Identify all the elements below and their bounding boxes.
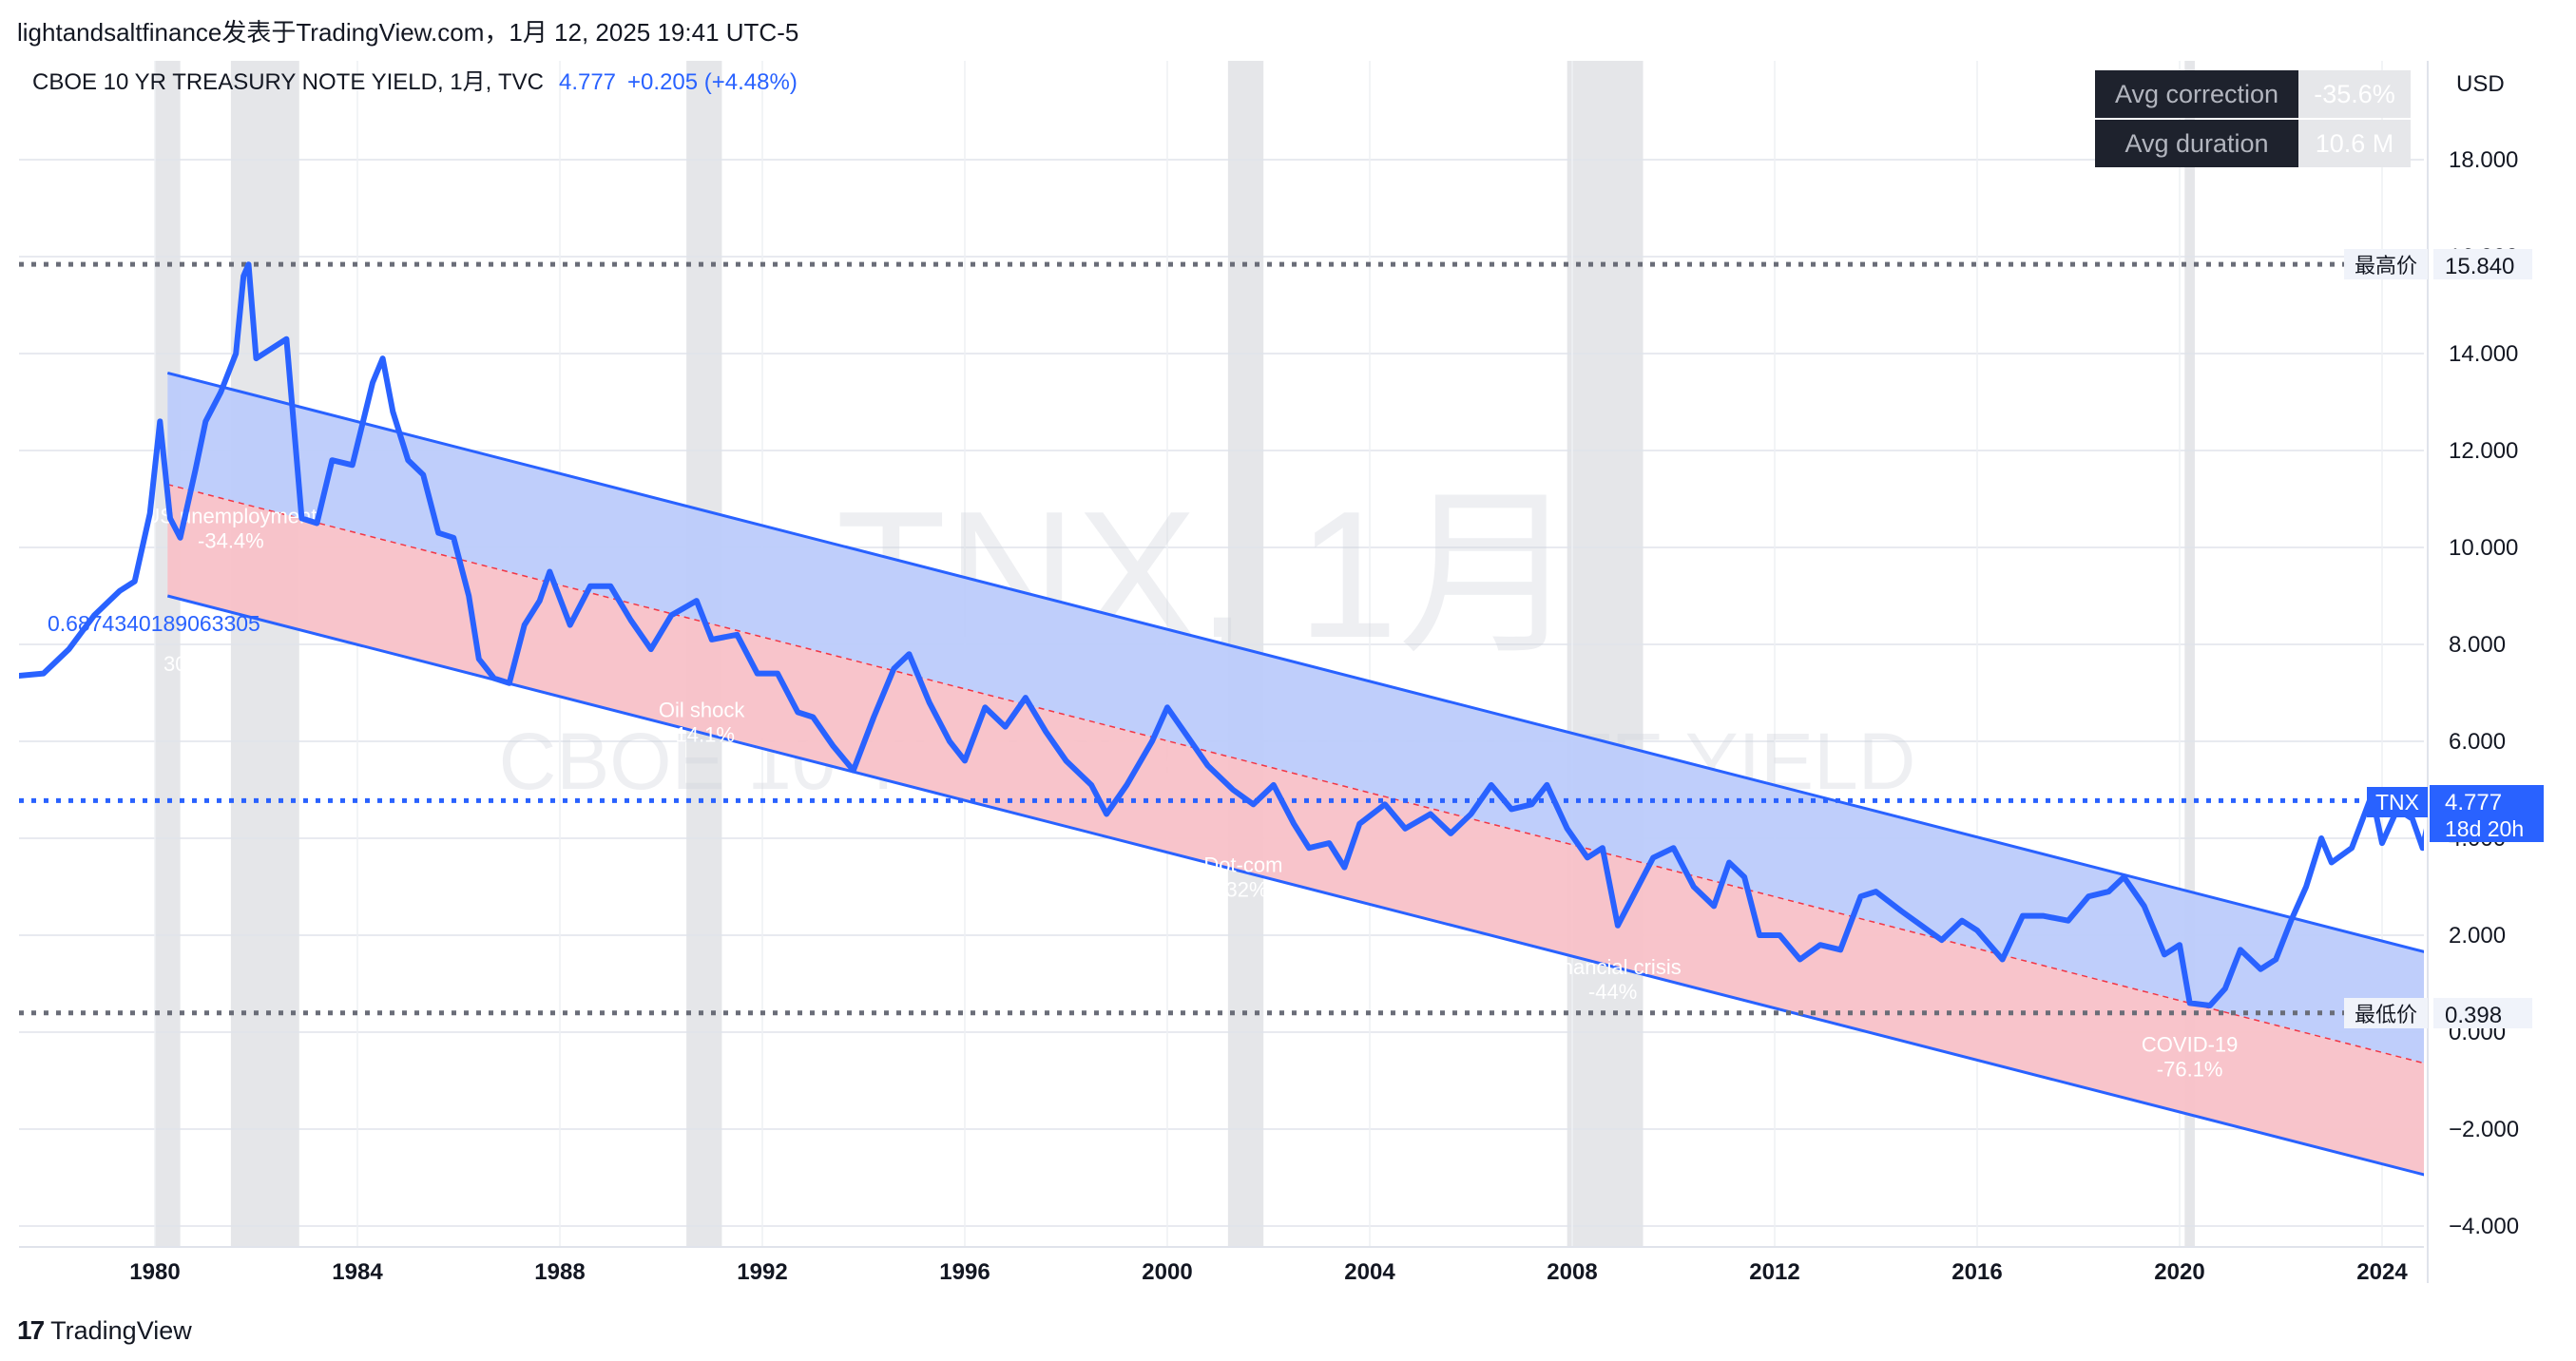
countdown-text: 18d 20h [2445, 816, 2524, 841]
recession-name-4: COVID-19 [2142, 1032, 2238, 1056]
horizontal-levels [19, 261, 2367, 1016]
stray-value-sub: 30 [163, 652, 186, 676]
recession-band-4 [1567, 61, 1644, 1247]
published-note: lightandsaltfinance发表于TradingView.com，1月… [17, 18, 799, 47]
legend: CBOE 10 YR TREASURY NOTE YIELD, 1月, TVC 4… [32, 69, 798, 95]
svg-text:CBOE 10 YR TREASURY NOTE YIELD: CBOE 10 YR TREASURY NOTE YIELD, 1月, TVC 4… [32, 69, 798, 95]
avg-correction-value: -35.6% [2314, 80, 2395, 108]
recession-band-1 [230, 61, 299, 1247]
channel-upper-fill [167, 373, 2424, 1064]
recession-pct-0: -34.4% [198, 529, 264, 553]
y-axis[interactable]: −4.000−2.0000.0002.0004.0006.0008.00010.… [2449, 147, 2519, 1239]
footer-brand[interactable]: 17 TradingView [17, 1315, 192, 1346]
channel-upper-line[interactable] [166, 371, 2435, 954]
x-tick-label: 1980 [129, 1259, 180, 1285]
legend-last: 4.777 [559, 69, 616, 95]
recession-pct-4: -76.1% [2157, 1057, 2223, 1081]
series-line-TNX[interactable] [18, 261, 2432, 1008]
low-price-label: 最低价 0.398 [2344, 998, 2532, 1028]
last-price-label[interactable]: TNX 4.777 18d 20h [2367, 785, 2544, 842]
low-value-text: 0.398 [2445, 1003, 2502, 1028]
x-tick-label: 2020 [2154, 1259, 2204, 1285]
legend-change: +0.205 (+4.48%) [627, 69, 798, 95]
recession-pct-1: -14.1% [668, 723, 735, 747]
recession-band-5 [2184, 61, 2195, 1247]
high-value-text: 15.840 [2445, 254, 2514, 279]
last-value-text: 4.777 [2445, 790, 2502, 815]
last-symbol-bg [2367, 787, 2428, 817]
high-price-label: 最高价 15.840 [2344, 249, 2532, 279]
low-label-text: 最低价 [2355, 1003, 2417, 1026]
x-tick-label: 2012 [1749, 1259, 1799, 1285]
legend-title: CBOE 10 YR TREASURY NOTE YIELD, 1月, TVC [32, 69, 544, 95]
last-value-bg [2430, 785, 2544, 842]
x-tick-label: 1996 [939, 1259, 990, 1285]
avg-duration-label: Avg duration [2124, 129, 2268, 158]
recession-annotations: US unemployment-34.4%Oil shock-14.1%Dot-… [48, 505, 2238, 1082]
x-axis[interactable]: 1980 1984 1988 1992 1996 2000 2004 2008 2012 2016… [129, 1259, 2408, 1285]
y-tick-label: 8.000 [2449, 632, 2506, 658]
x-tick-label: 2000 [1142, 1259, 1192, 1285]
recession-name-2: Dot-com [1203, 853, 1282, 877]
currency-label[interactable]: USD [2456, 71, 2505, 97]
footer-brand-text: TradingView [50, 1315, 192, 1345]
avg-correction-label: Avg correction [2115, 80, 2278, 108]
avg-duration-value: 10.6 M [2316, 129, 2394, 158]
y-tick-label: −2.000 [2449, 1117, 2519, 1142]
series-group[interactable] [18, 261, 2432, 1008]
avg-duration-label-cell [2095, 120, 2298, 167]
recession-band-0 [155, 61, 181, 1247]
avg-correction-label-cell [2095, 70, 2298, 118]
tradingview-logo-icon: 17 [17, 1315, 45, 1345]
y-tick-label: 2.000 [2449, 923, 2506, 949]
x-tick-label: 2008 [1547, 1259, 1597, 1285]
y-tick-label: −4.000 [2449, 1214, 2519, 1239]
x-tick-label: 1984 [332, 1259, 383, 1285]
x-tick-label: 2016 [1951, 1259, 2002, 1285]
x-tick-label: 1992 [737, 1259, 787, 1285]
x-tick-label: 1988 [534, 1259, 585, 1285]
high-label-bg [2344, 249, 2428, 279]
y-tick-label: 18.000 [2449, 147, 2518, 173]
y-tick-label: 6.000 [2449, 729, 2506, 755]
y-tick-label: 14.000 [2449, 341, 2518, 367]
recession-pct-2: -32% [1219, 878, 1267, 902]
high-value-bg [2433, 249, 2532, 279]
recession-pct-3: -44% [1588, 980, 1637, 1004]
low-label-bg [2344, 998, 2428, 1028]
avg-duration-value-cell [2298, 120, 2411, 167]
x-tick-label: 2004 [1344, 1259, 1395, 1285]
recession-name-3: Financial crisis [1544, 955, 1681, 979]
last-symbol-text: TNX [2375, 790, 2419, 815]
y-tick-label: 10.000 [2449, 535, 2518, 561]
channel-lower-line[interactable] [166, 594, 2435, 1178]
stats-table: Avg correction -35.6% Avg duration 10.6 … [2095, 70, 2411, 167]
recession-name-1: Oil shock [659, 699, 745, 722]
avg-correction-value-cell [2298, 70, 2411, 118]
high-label-text: 最高价 [2355, 254, 2417, 278]
x-tick-label: 2024 [2356, 1259, 2408, 1285]
low-value-bg [2433, 998, 2532, 1028]
y-tick-label: 12.000 [2449, 438, 2518, 464]
